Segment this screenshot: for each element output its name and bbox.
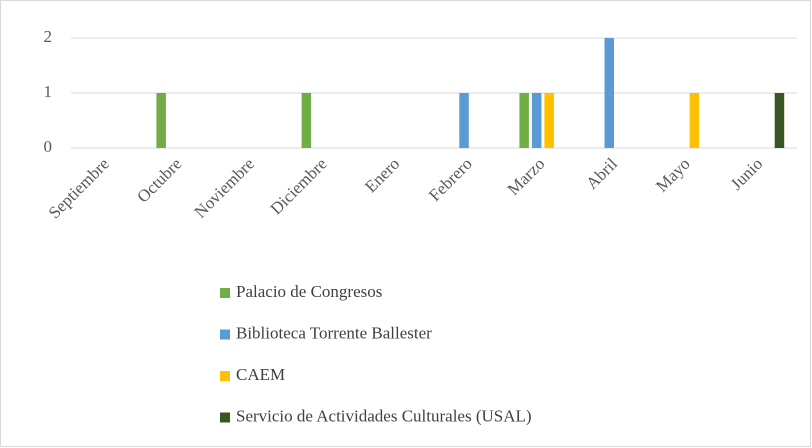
bar	[604, 38, 614, 148]
legend-swatch	[220, 288, 230, 298]
legend-swatch	[220, 329, 230, 340]
y-tick-label: 1	[44, 82, 53, 101]
bar	[531, 93, 542, 148]
legend-swatch	[220, 412, 230, 423]
bar	[689, 93, 700, 148]
bar	[519, 93, 529, 148]
legend-label: Palacio de Congresos	[236, 282, 382, 301]
bar	[544, 93, 554, 148]
legend-swatch	[220, 371, 230, 381]
legend-label: CAEM	[236, 365, 285, 384]
y-tick-label: 0	[44, 137, 53, 156]
legend-label: Servicio de Actividades Culturales (USAL…	[236, 406, 532, 425]
bar	[301, 93, 312, 148]
y-tick-label: 2	[44, 27, 53, 46]
legend: Palacio de Congresos Biblioteca Torrente …	[220, 282, 532, 425]
bar	[459, 93, 469, 148]
legend-label: Biblioteca Torrente Ballester	[236, 323, 432, 342]
bar	[156, 93, 166, 148]
bar	[774, 93, 785, 148]
